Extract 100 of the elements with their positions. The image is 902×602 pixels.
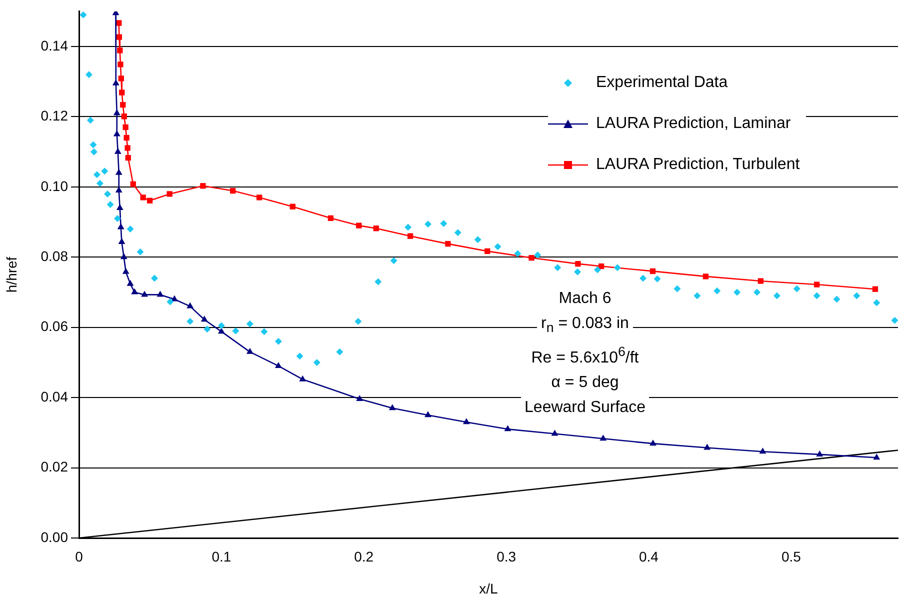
legend-label: LAURA Prediction, Laminar	[596, 114, 791, 132]
point	[218, 322, 225, 330]
point	[873, 454, 880, 460]
point	[166, 298, 174, 306]
point	[374, 278, 382, 286]
y-axis-title: h/href	[3, 256, 20, 293]
point	[650, 440, 656, 446]
point	[114, 148, 122, 154]
y-tick-label: 0.06	[40, 318, 68, 334]
point	[494, 243, 502, 250]
y-tick-label: 0.08	[40, 248, 68, 264]
point	[594, 266, 601, 274]
legend-label: LAURA Prediction, Turbulent	[596, 156, 800, 174]
point	[758, 278, 764, 284]
x-axis-title: x/L	[479, 580, 498, 596]
point	[141, 290, 148, 297]
point	[122, 268, 130, 274]
point	[759, 448, 766, 454]
point	[407, 233, 414, 239]
point	[290, 204, 296, 210]
annotation: Re = 5.6x10$^{6}$/ft	[527, 340, 643, 372]
point	[504, 425, 512, 432]
point	[296, 352, 304, 360]
point	[124, 134, 130, 141]
point	[85, 71, 92, 78]
point	[704, 444, 711, 450]
annotation: Mach 6	[554, 287, 616, 312]
x-tick-label: 0.4	[639, 548, 659, 564]
point	[114, 215, 121, 222]
point	[112, 79, 120, 86]
point	[390, 257, 398, 264]
point	[440, 220, 448, 227]
point	[118, 238, 126, 244]
annotation: r$_{n}$ = 0.083 in	[537, 312, 633, 340]
point	[816, 450, 824, 456]
point	[230, 188, 236, 194]
point	[166, 191, 172, 197]
point	[121, 114, 127, 120]
point	[714, 287, 721, 294]
x-tick-label: 0.5	[781, 548, 802, 564]
point	[528, 255, 534, 261]
point	[140, 194, 146, 200]
point	[873, 299, 880, 306]
point	[124, 145, 130, 151]
point	[614, 264, 621, 272]
point	[674, 285, 681, 292]
point	[813, 292, 820, 300]
x-tick-label: 0.2	[354, 548, 374, 564]
point	[554, 264, 562, 272]
point	[702, 274, 709, 280]
point	[246, 348, 254, 354]
point	[514, 250, 522, 258]
point	[106, 200, 114, 208]
point	[650, 268, 656, 274]
point	[136, 248, 144, 256]
point	[156, 290, 164, 297]
point	[872, 286, 878, 292]
annotation: Leeward Surface	[520, 396, 650, 420]
point	[313, 358, 320, 366]
point	[86, 116, 94, 124]
point	[328, 215, 334, 222]
point	[574, 268, 582, 276]
point	[534, 252, 542, 259]
point	[424, 411, 432, 418]
point	[101, 168, 108, 175]
x-tick-label: 0.1	[212, 548, 232, 564]
point	[113, 109, 120, 116]
point	[116, 204, 124, 210]
point	[484, 248, 490, 254]
point	[356, 394, 364, 401]
point	[354, 318, 362, 325]
point	[116, 34, 122, 40]
point	[125, 154, 131, 161]
point	[299, 375, 306, 382]
point	[126, 280, 134, 286]
point	[474, 236, 482, 244]
point	[232, 327, 240, 334]
point	[104, 190, 111, 198]
y-tick-label: 0.14	[40, 37, 68, 54]
point	[814, 282, 820, 288]
point	[117, 223, 124, 230]
point	[260, 328, 268, 336]
point	[115, 186, 122, 192]
point	[117, 48, 123, 54]
x-tick-label: 0	[75, 548, 84, 564]
point	[80, 11, 87, 18]
point	[424, 220, 432, 228]
point	[694, 292, 701, 300]
point	[96, 180, 104, 187]
point	[445, 240, 451, 247]
point	[93, 171, 100, 178]
point	[454, 229, 462, 236]
point	[388, 404, 396, 410]
point	[753, 288, 760, 296]
point	[130, 181, 136, 187]
x-tick-label: 0.3	[496, 548, 516, 564]
y-tick-label: 0.02	[40, 458, 68, 475]
point	[186, 318, 194, 325]
point	[891, 316, 898, 324]
point	[356, 222, 362, 228]
